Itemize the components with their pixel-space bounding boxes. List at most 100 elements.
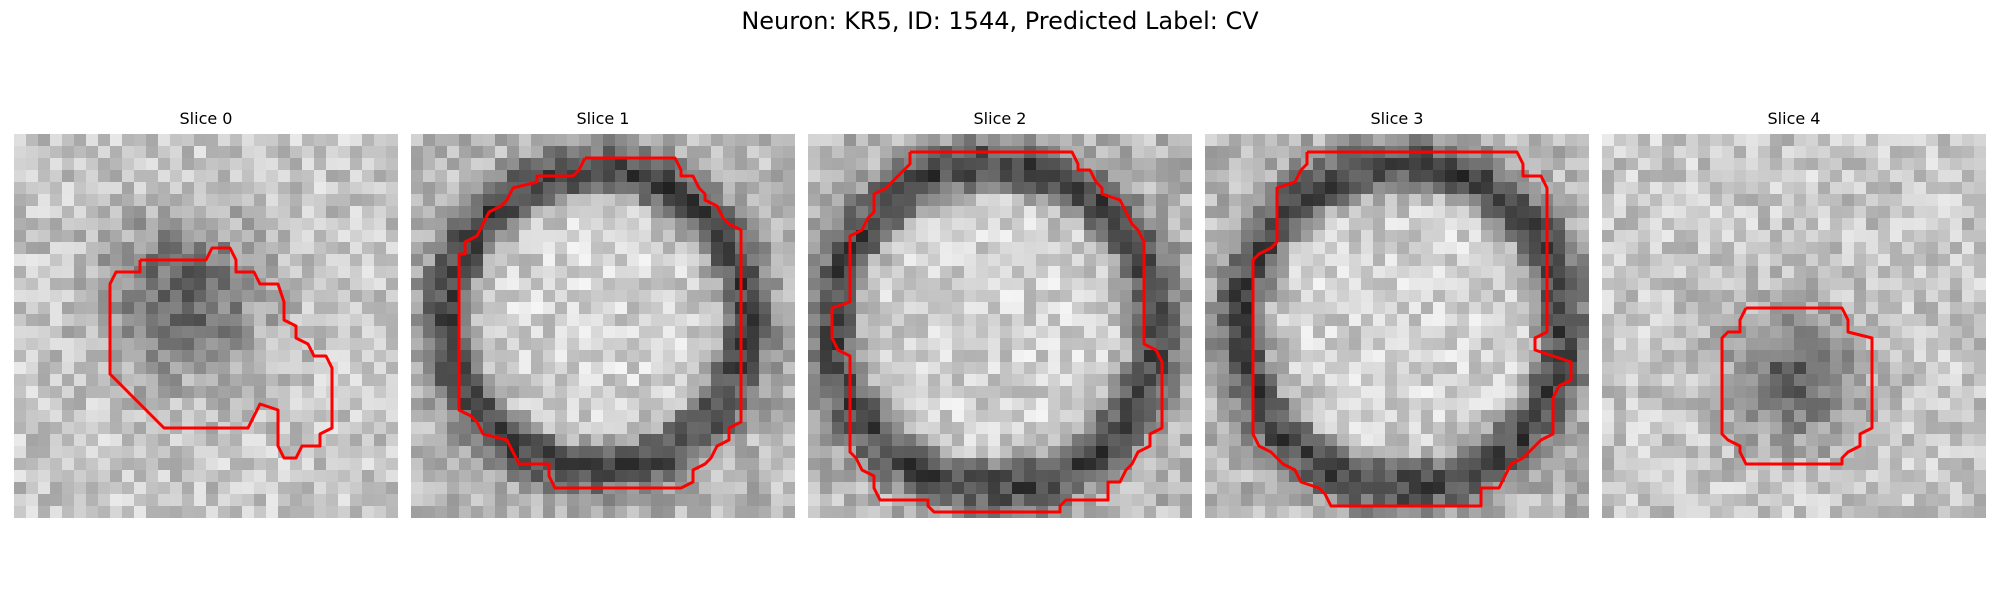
pixel	[555, 434, 568, 447]
pixel	[435, 386, 448, 399]
pixel	[976, 194, 989, 207]
pixel	[1890, 374, 1903, 387]
pixel	[591, 350, 604, 363]
pixel	[1108, 230, 1121, 243]
pixel	[314, 338, 327, 351]
pixel	[1361, 170, 1374, 183]
pixel	[483, 230, 496, 243]
pixel	[158, 146, 171, 159]
pixel	[1457, 302, 1470, 315]
pixel	[1241, 242, 1254, 255]
pixel	[988, 422, 1001, 435]
pixel	[1445, 170, 1458, 183]
pixel	[579, 422, 592, 435]
pixel	[1349, 326, 1362, 339]
pixel	[1878, 314, 1891, 327]
pixel	[771, 230, 784, 243]
pixel	[543, 506, 556, 518]
pixel	[134, 374, 147, 387]
pixel	[1457, 470, 1470, 483]
pixel	[543, 350, 556, 363]
pixel	[1914, 158, 1927, 171]
pixel	[1168, 350, 1181, 363]
pixel	[1493, 446, 1506, 459]
pixel	[964, 170, 977, 183]
pixel	[1084, 182, 1097, 195]
pixel	[1854, 362, 1867, 375]
pixel	[1205, 254, 1218, 267]
pixel	[62, 434, 75, 447]
pixel	[1938, 398, 1951, 411]
pixel	[1517, 398, 1530, 411]
pixel	[206, 398, 219, 411]
pixel	[206, 194, 219, 207]
pixel	[1902, 242, 1915, 255]
pixel	[1048, 134, 1061, 147]
pixel	[1662, 458, 1675, 471]
pixel	[1577, 218, 1589, 231]
pixel	[519, 266, 532, 279]
pixel	[1662, 158, 1675, 171]
pixel	[723, 446, 736, 459]
pixel	[1277, 482, 1290, 495]
pixel	[254, 446, 267, 459]
pixel	[1409, 242, 1422, 255]
pixel	[1277, 362, 1290, 375]
pixel	[856, 506, 869, 518]
pixel	[134, 386, 147, 399]
pixel	[603, 278, 616, 291]
pixel	[1445, 230, 1458, 243]
pixel	[771, 494, 784, 507]
pixel	[1217, 218, 1230, 231]
pixel	[1253, 134, 1266, 147]
pixel	[1782, 134, 1795, 147]
pixel	[1722, 314, 1735, 327]
pixel	[856, 410, 869, 423]
pixel	[1926, 434, 1939, 447]
pixel	[880, 314, 893, 327]
pixel	[759, 158, 772, 171]
pixel	[1950, 230, 1963, 243]
pixel	[411, 134, 424, 147]
pixel	[1830, 374, 1843, 387]
pixel	[759, 422, 772, 435]
pixel	[808, 374, 821, 387]
pixel	[242, 314, 255, 327]
pixel	[771, 338, 784, 351]
pixel	[350, 194, 363, 207]
pixel	[1205, 170, 1218, 183]
pixel	[1048, 194, 1061, 207]
pixel	[435, 242, 448, 255]
pixel	[74, 338, 87, 351]
pixel	[459, 218, 472, 231]
pixel	[1409, 482, 1422, 495]
pixel	[254, 374, 267, 387]
pixel	[1397, 374, 1410, 387]
pixel	[1974, 338, 1986, 351]
pixel	[122, 182, 135, 195]
pixel	[1012, 158, 1025, 171]
pixel	[98, 302, 111, 315]
pixel	[1914, 446, 1927, 459]
pixel	[699, 446, 712, 459]
pixel	[892, 338, 905, 351]
pixel	[423, 134, 436, 147]
pixel	[1180, 254, 1192, 267]
pixel	[1156, 182, 1169, 195]
pixel	[218, 374, 231, 387]
pixel	[338, 458, 351, 471]
pixel	[471, 398, 484, 411]
pixel	[326, 326, 339, 339]
pixel	[1686, 158, 1699, 171]
pixel	[1878, 194, 1891, 207]
pixel	[122, 434, 135, 447]
pixel	[98, 386, 111, 399]
pixel	[711, 182, 724, 195]
pixel	[952, 326, 965, 339]
pixel	[711, 350, 724, 363]
pixel	[1060, 302, 1073, 315]
pixel	[134, 362, 147, 375]
pixel	[26, 434, 39, 447]
pixel	[832, 458, 845, 471]
slice-title-3: Slice 3	[1370, 109, 1424, 128]
